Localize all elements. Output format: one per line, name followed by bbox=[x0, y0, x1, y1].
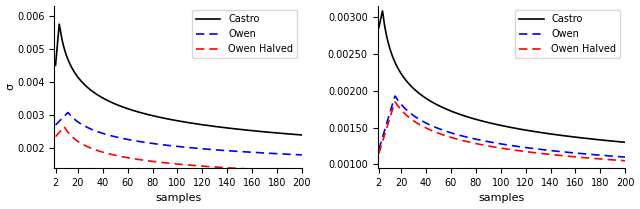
Legend: Castro, Owen, Owen Halved: Castro, Owen, Owen Halved bbox=[515, 10, 620, 58]
Owen bbox=[487, 141, 495, 143]
Owen bbox=[96, 131, 104, 134]
Owen bbox=[391, 95, 399, 97]
Castro bbox=[96, 95, 104, 97]
Owen Halved bbox=[197, 165, 205, 167]
Owen bbox=[52, 124, 60, 126]
Castro bbox=[439, 106, 447, 109]
Owen Halved bbox=[60, 126, 68, 128]
Owen Halved bbox=[237, 167, 245, 170]
Castro bbox=[520, 129, 528, 131]
Line: Owen: Owen bbox=[379, 96, 625, 157]
Owen Halved bbox=[621, 159, 629, 162]
Owen bbox=[621, 156, 629, 158]
Owen Halved bbox=[164, 162, 172, 164]
Owen Halved bbox=[520, 150, 528, 153]
Castro bbox=[298, 134, 306, 136]
Owen bbox=[164, 144, 172, 147]
Line: Owen Halved: Owen Halved bbox=[56, 127, 302, 172]
Owen Halved bbox=[216, 166, 224, 169]
Owen Halved bbox=[391, 101, 399, 103]
Castro bbox=[419, 95, 427, 97]
Castro bbox=[216, 126, 224, 128]
Owen Halved bbox=[487, 145, 495, 148]
Owen Halved bbox=[561, 155, 568, 157]
Owen Halved bbox=[375, 152, 383, 155]
Owen Halved bbox=[419, 125, 427, 128]
Legend: Castro, Owen, Owen Halved: Castro, Owen, Owen Halved bbox=[192, 10, 297, 58]
X-axis label: samples: samples bbox=[155, 194, 201, 203]
X-axis label: samples: samples bbox=[478, 194, 525, 203]
Owen bbox=[375, 148, 383, 151]
Owen Halved bbox=[115, 155, 123, 157]
Owen bbox=[561, 151, 568, 153]
Castro bbox=[621, 141, 629, 144]
Castro bbox=[561, 135, 568, 137]
Castro bbox=[52, 64, 60, 66]
Owen bbox=[540, 149, 548, 151]
Line: Owen Halved: Owen Halved bbox=[379, 102, 625, 161]
Owen bbox=[419, 120, 427, 123]
Castro bbox=[540, 132, 548, 134]
Owen Halved bbox=[96, 150, 104, 152]
Castro bbox=[375, 27, 383, 29]
Owen bbox=[64, 111, 72, 114]
Owen bbox=[439, 129, 447, 131]
Line: Castro: Castro bbox=[56, 24, 302, 135]
Owen Halved bbox=[540, 153, 548, 155]
Castro bbox=[237, 128, 245, 131]
Owen bbox=[115, 136, 123, 139]
Owen bbox=[520, 146, 528, 149]
Owen Halved bbox=[52, 135, 60, 138]
Castro bbox=[379, 10, 387, 12]
Castro bbox=[487, 122, 495, 124]
Owen Halved bbox=[439, 134, 447, 136]
Line: Owen: Owen bbox=[56, 112, 302, 155]
Castro bbox=[164, 118, 172, 120]
Castro bbox=[115, 104, 123, 107]
Castro bbox=[56, 23, 63, 25]
Owen Halved bbox=[298, 170, 306, 173]
Owen bbox=[197, 147, 205, 150]
Owen bbox=[237, 150, 245, 153]
Owen bbox=[298, 154, 306, 156]
Castro bbox=[197, 123, 205, 126]
Y-axis label: σ: σ bbox=[6, 83, 15, 90]
Owen bbox=[216, 149, 224, 152]
Line: Castro: Castro bbox=[379, 11, 625, 142]
